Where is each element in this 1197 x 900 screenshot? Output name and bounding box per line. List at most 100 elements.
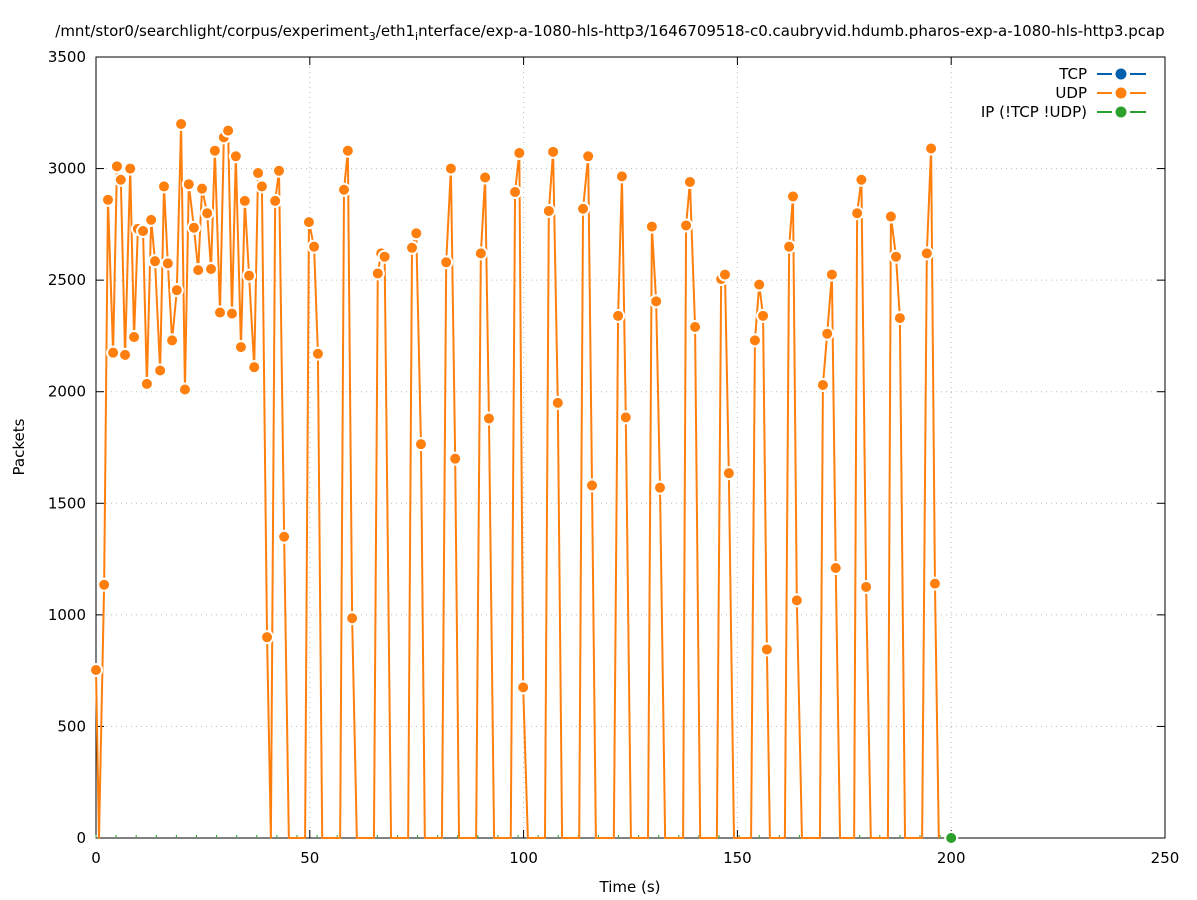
- x-axis-label: Time (s): [599, 878, 661, 896]
- udp-point: [481, 411, 496, 426]
- udp-point: [679, 218, 694, 233]
- udp-point: [782, 239, 797, 254]
- udp-point: [550, 395, 565, 410]
- udp-point: [200, 206, 215, 221]
- y-tick-label: 3000: [48, 160, 86, 178]
- legend-label: TCP: [1058, 65, 1087, 83]
- y-tick-label: 2500: [48, 271, 86, 289]
- udp-point: [228, 149, 243, 164]
- udp-point: [682, 174, 697, 189]
- udp-point: [618, 410, 633, 425]
- udp-point: [927, 576, 942, 591]
- udp-point: [148, 254, 163, 269]
- legend-label: IP (!TCP !UDP): [981, 103, 1087, 121]
- udp-point: [919, 246, 934, 261]
- udp-point: [310, 346, 325, 361]
- udp-point: [268, 193, 283, 208]
- y-tick-label: 3500: [48, 48, 86, 66]
- udp-point: [156, 179, 171, 194]
- udp-point: [377, 249, 392, 264]
- udp-point: [345, 611, 360, 626]
- udp-point: [785, 189, 800, 204]
- udp-point: [752, 277, 767, 292]
- udp-point: [924, 141, 939, 156]
- udp-point: [546, 144, 561, 159]
- x-tick-label: 50: [300, 849, 319, 867]
- udp-line: [95, 122, 940, 839]
- y-tick-label: 1500: [48, 494, 86, 512]
- udp-point: [221, 123, 236, 138]
- y-tick-label: 2000: [48, 383, 86, 401]
- udp-point: [644, 219, 659, 234]
- udp-point: [109, 159, 124, 174]
- udp-point: [512, 145, 527, 160]
- x-tick-label: 250: [1151, 849, 1180, 867]
- axis-ticks: 0 50 100 150 200 2500500100015002000250030003…: [48, 48, 1180, 867]
- udp-point: [747, 333, 762, 348]
- udp-point: [508, 185, 523, 200]
- x-tick-label: 0: [91, 849, 101, 867]
- udp-point: [478, 170, 493, 185]
- y-tick-label: 500: [57, 717, 86, 735]
- udp-point: [828, 560, 843, 575]
- udp-point: [576, 201, 591, 216]
- x-tick-label: 200: [937, 849, 966, 867]
- udp-point: [721, 466, 736, 481]
- udp-point: [153, 363, 168, 378]
- udp-point: [213, 305, 228, 320]
- udp-point: [859, 579, 874, 594]
- ip-tcp-udp-point: [944, 831, 959, 845]
- udp-point: [186, 220, 201, 235]
- udp-point: [277, 529, 292, 544]
- udp-point: [883, 209, 898, 224]
- udp-point: [585, 478, 600, 493]
- udp-point: [688, 320, 703, 335]
- udp-point: [177, 382, 192, 397]
- udp-point: [123, 161, 138, 176]
- udp-point: [118, 347, 133, 362]
- chart-title: /mnt/stor0/searchlight/corpus/experiment…: [55, 22, 1164, 43]
- udp-point: [144, 212, 159, 227]
- udp-point: [247, 360, 262, 375]
- udp-point: [854, 172, 869, 187]
- udp-point: [106, 345, 121, 360]
- udp-point: [139, 376, 154, 391]
- udp-point: [409, 226, 424, 241]
- series-layer: [89, 116, 959, 845]
- y-tick-label: 0: [76, 829, 86, 847]
- udp-point: [113, 172, 128, 187]
- udp-point: [204, 261, 219, 276]
- udp-point: [97, 577, 112, 592]
- legend-marker: [1115, 68, 1127, 80]
- udp-point: [717, 267, 732, 282]
- udp-point: [165, 333, 180, 348]
- x-tick-label: 150: [723, 849, 752, 867]
- udp-point: [242, 268, 257, 283]
- udp-point: [191, 263, 206, 278]
- udp-point: [260, 630, 275, 645]
- y-axis-label: Packets: [10, 418, 28, 475]
- udp-point: [611, 308, 626, 323]
- udp-point: [820, 326, 835, 341]
- udp-point: [251, 166, 266, 181]
- udp-point: [789, 593, 804, 608]
- udp-point: [614, 169, 629, 184]
- udp-point: [541, 203, 556, 218]
- udp-point: [815, 378, 830, 393]
- udp-point: [439, 255, 454, 270]
- udp-point: [340, 143, 355, 158]
- udp-point: [89, 662, 103, 677]
- udp-point: [169, 283, 184, 298]
- udp-point: [756, 308, 771, 323]
- udp-point: [337, 182, 352, 197]
- udp-point: [174, 116, 189, 131]
- udp-point: [237, 193, 252, 208]
- udp-point: [516, 680, 531, 695]
- udp-point: [824, 267, 839, 282]
- udp-point: [272, 163, 287, 178]
- udp-point: [443, 161, 458, 176]
- legend-label: UDP: [1055, 84, 1087, 102]
- udp-point: [759, 642, 774, 657]
